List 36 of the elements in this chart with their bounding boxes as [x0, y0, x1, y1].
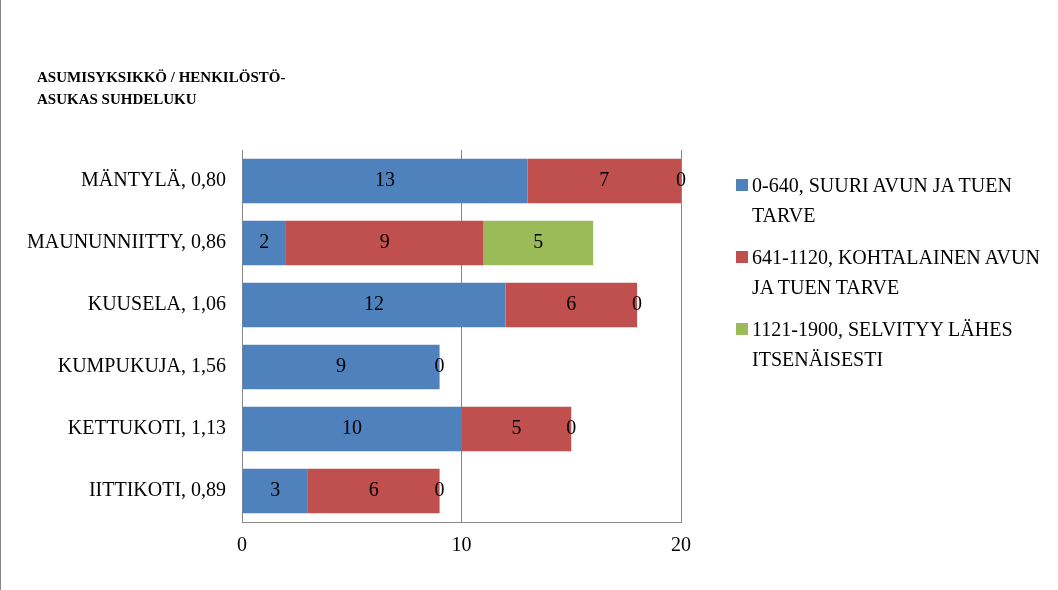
y-tick-label: IITTIKOTI, 0,89	[88, 478, 227, 501]
data-label: 9	[336, 354, 347, 377]
bar	[242, 158, 528, 204]
data-label: 10	[342, 416, 363, 439]
y-tick-label: MAUNUNNIITTY, 0,86	[27, 230, 227, 253]
bar	[242, 282, 506, 328]
data-label: 0	[632, 292, 643, 315]
data-label: 12	[363, 292, 384, 315]
x-tick-label: 10	[451, 533, 472, 556]
y-tick-label: KUUSELA, 1,06	[87, 292, 227, 315]
data-label: 5	[533, 230, 544, 253]
bar	[285, 220, 484, 266]
data-label: 6	[566, 292, 577, 315]
data-label: 6	[368, 478, 379, 501]
legend-label: 0-640, SUURI AVUN JA TUEN TARVE	[752, 173, 1013, 228]
bar	[242, 220, 286, 266]
bar	[483, 220, 594, 266]
legend-label: 1121-1900, SELVITYY LÄHES ITSENÄISESTI	[752, 317, 1014, 372]
bar	[242, 406, 462, 452]
data-label: 0	[566, 416, 577, 439]
bar	[242, 468, 308, 514]
data-label: 9	[379, 230, 390, 253]
data-label: 7	[599, 168, 610, 191]
chart-title: ASUMISYKSIKKÖ / HENKILÖSTÖ-ASUKAS SUHDELUKU	[37, 68, 287, 109]
data-label: 2	[259, 230, 270, 253]
data-label: 13	[374, 168, 395, 191]
data-label: 0	[434, 354, 445, 377]
y-tick-label: KUMPUKUJA, 1,56	[57, 354, 227, 377]
y-tick-label: MÄNTYLÄ, 0,80	[81, 168, 227, 191]
data-label: 0	[434, 478, 445, 501]
data-label: 5	[511, 416, 522, 439]
data-label: 3	[270, 478, 281, 501]
legend-label: 641-1120, KOHTALAINEN AVUN JA TUEN TARVE	[752, 245, 1041, 300]
y-tick-label: KETTUKOTI, 1,13	[67, 416, 227, 439]
x-tick-label: 0	[237, 533, 248, 556]
x-tick-label: 20	[671, 533, 691, 556]
